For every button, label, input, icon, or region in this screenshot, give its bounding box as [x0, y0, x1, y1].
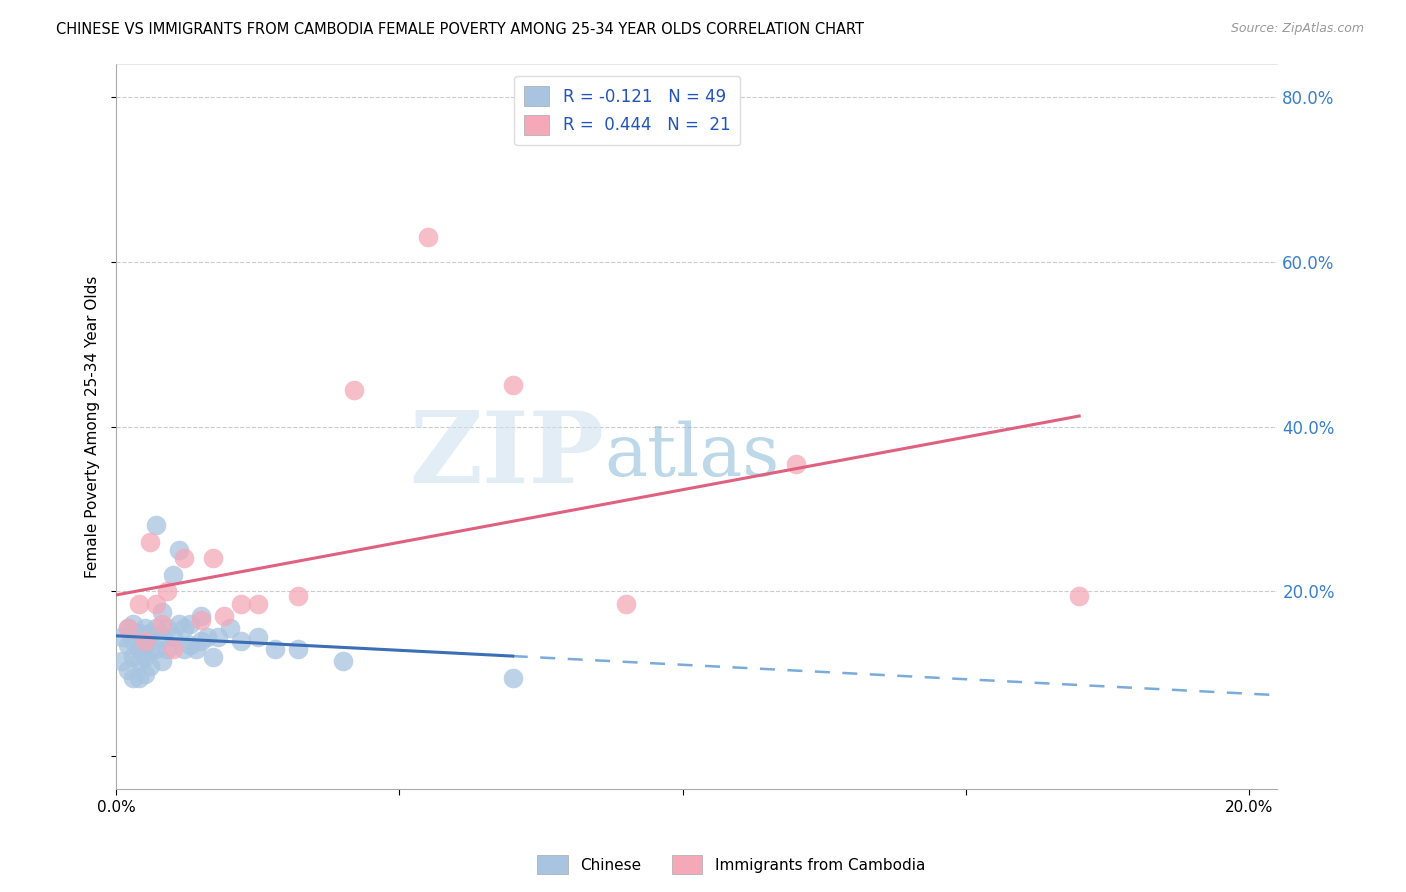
Point — [218, 622, 240, 636]
Point — [173, 642, 195, 657]
Point — [128, 625, 150, 640]
Legend: R = -0.121   N = 49, R =  0.444   N =  21: R = -0.121 N = 49, R = 0.444 N = 21 — [515, 76, 740, 145]
Point — [134, 638, 156, 652]
Point — [173, 551, 195, 566]
Point — [117, 622, 139, 636]
Point — [139, 642, 162, 657]
Point — [139, 625, 162, 640]
Point — [128, 671, 150, 685]
Point — [190, 633, 212, 648]
Point — [134, 666, 156, 681]
Point — [343, 383, 366, 397]
Point — [179, 617, 201, 632]
Point — [117, 638, 139, 652]
Point — [246, 630, 269, 644]
Text: atlas: atlas — [605, 420, 779, 491]
Point — [134, 633, 156, 648]
Point — [167, 543, 190, 558]
Point — [502, 671, 524, 685]
Point — [156, 622, 179, 636]
Point — [184, 642, 207, 657]
Point — [111, 655, 134, 669]
Point — [229, 597, 252, 611]
Point — [201, 551, 224, 566]
Point — [139, 535, 162, 549]
Point — [122, 633, 145, 648]
Point — [156, 584, 179, 599]
Point — [150, 605, 173, 619]
Point — [195, 630, 218, 644]
Point — [122, 671, 145, 685]
Text: ZIP: ZIP — [409, 407, 605, 504]
Point — [145, 597, 167, 611]
Point — [128, 655, 150, 669]
Point — [263, 642, 285, 657]
Point — [201, 650, 224, 665]
Y-axis label: Female Poverty Among 25-34 Year Olds: Female Poverty Among 25-34 Year Olds — [86, 276, 100, 578]
Point — [212, 609, 235, 624]
Point — [785, 457, 807, 471]
Point — [287, 642, 309, 657]
Point — [145, 622, 167, 636]
Point — [156, 642, 179, 657]
Point — [190, 613, 212, 627]
Point — [229, 633, 252, 648]
Point — [117, 663, 139, 677]
Point — [162, 642, 184, 657]
Point — [416, 230, 439, 244]
Text: Source: ZipAtlas.com: Source: ZipAtlas.com — [1230, 22, 1364, 36]
Point — [150, 655, 173, 669]
Point — [117, 622, 139, 636]
Point — [134, 650, 156, 665]
Point — [145, 518, 167, 533]
Legend: Chinese, Immigrants from Cambodia: Chinese, Immigrants from Cambodia — [531, 849, 931, 880]
Point — [122, 650, 145, 665]
Point — [162, 568, 184, 582]
Point — [111, 630, 134, 644]
Point — [207, 630, 229, 644]
Point — [1069, 589, 1091, 603]
Point — [128, 597, 150, 611]
Point — [162, 630, 184, 644]
Point — [167, 617, 190, 632]
Point — [122, 617, 145, 632]
Point — [614, 597, 637, 611]
Point — [179, 638, 201, 652]
Text: CHINESE VS IMMIGRANTS FROM CAMBODIA FEMALE POVERTY AMONG 25-34 YEAR OLDS CORRELA: CHINESE VS IMMIGRANTS FROM CAMBODIA FEMA… — [56, 22, 865, 37]
Point — [190, 609, 212, 624]
Point — [139, 658, 162, 673]
Point — [502, 378, 524, 392]
Point — [145, 642, 167, 657]
Point — [246, 597, 269, 611]
Point — [150, 630, 173, 644]
Point — [332, 655, 354, 669]
Point — [134, 622, 156, 636]
Point — [128, 642, 150, 657]
Point — [287, 589, 309, 603]
Point — [173, 622, 195, 636]
Point — [150, 617, 173, 632]
